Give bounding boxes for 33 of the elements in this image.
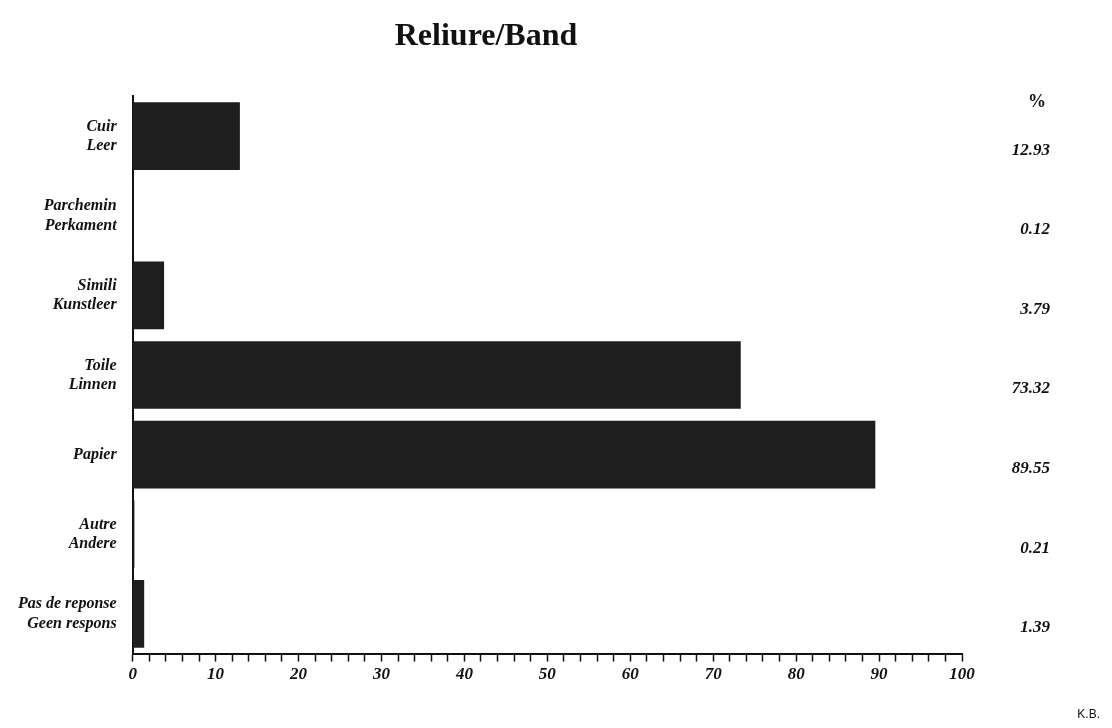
data-label: 12.93 xyxy=(1011,139,1051,159)
x-tick-label: 40 xyxy=(454,664,474,684)
y-tick-label: Parchemin Perkament xyxy=(42,196,118,233)
y-tick-label: Pas de reponse Geen respons xyxy=(17,594,117,632)
y-tick-label: Simili Kunstleer xyxy=(51,275,118,313)
x-tick-label: 30 xyxy=(371,664,391,684)
x-tick-label: 80 xyxy=(787,664,806,684)
x-tick-label: 70 xyxy=(704,664,723,684)
text: % xyxy=(1028,91,1046,112)
y-tick-label: Cuir Leer xyxy=(85,116,118,153)
y-tick-label: Toile Linnen xyxy=(67,355,117,392)
data-label: 73.32 xyxy=(1011,378,1051,398)
bar xyxy=(133,261,165,330)
data-label: 0.21 xyxy=(1020,537,1050,557)
text: K.B. xyxy=(1077,707,1100,722)
data-label: 89.55 xyxy=(1011,457,1051,477)
y-tick-label: Autre Andere xyxy=(67,514,117,551)
x-tick-label: 0 xyxy=(128,664,138,684)
bar xyxy=(133,102,240,171)
bar xyxy=(133,579,145,648)
bar xyxy=(133,341,741,409)
x-tick-label: 10 xyxy=(207,664,225,684)
data-label: 1.39 xyxy=(1020,617,1051,637)
bar xyxy=(133,420,876,489)
x-tick-label: 60 xyxy=(621,664,640,684)
x-tick-label: 100 xyxy=(949,664,976,684)
chart-title: Reliure/Band xyxy=(394,16,578,53)
x-tick-label: 20 xyxy=(289,664,308,684)
data-label: 3.79 xyxy=(1019,298,1051,318)
x-tick-label: 50 xyxy=(538,664,557,684)
y-tick-label: Papier xyxy=(72,444,118,463)
data-label: 0.12 xyxy=(1020,219,1051,239)
x-tick-label: 90 xyxy=(870,664,889,684)
